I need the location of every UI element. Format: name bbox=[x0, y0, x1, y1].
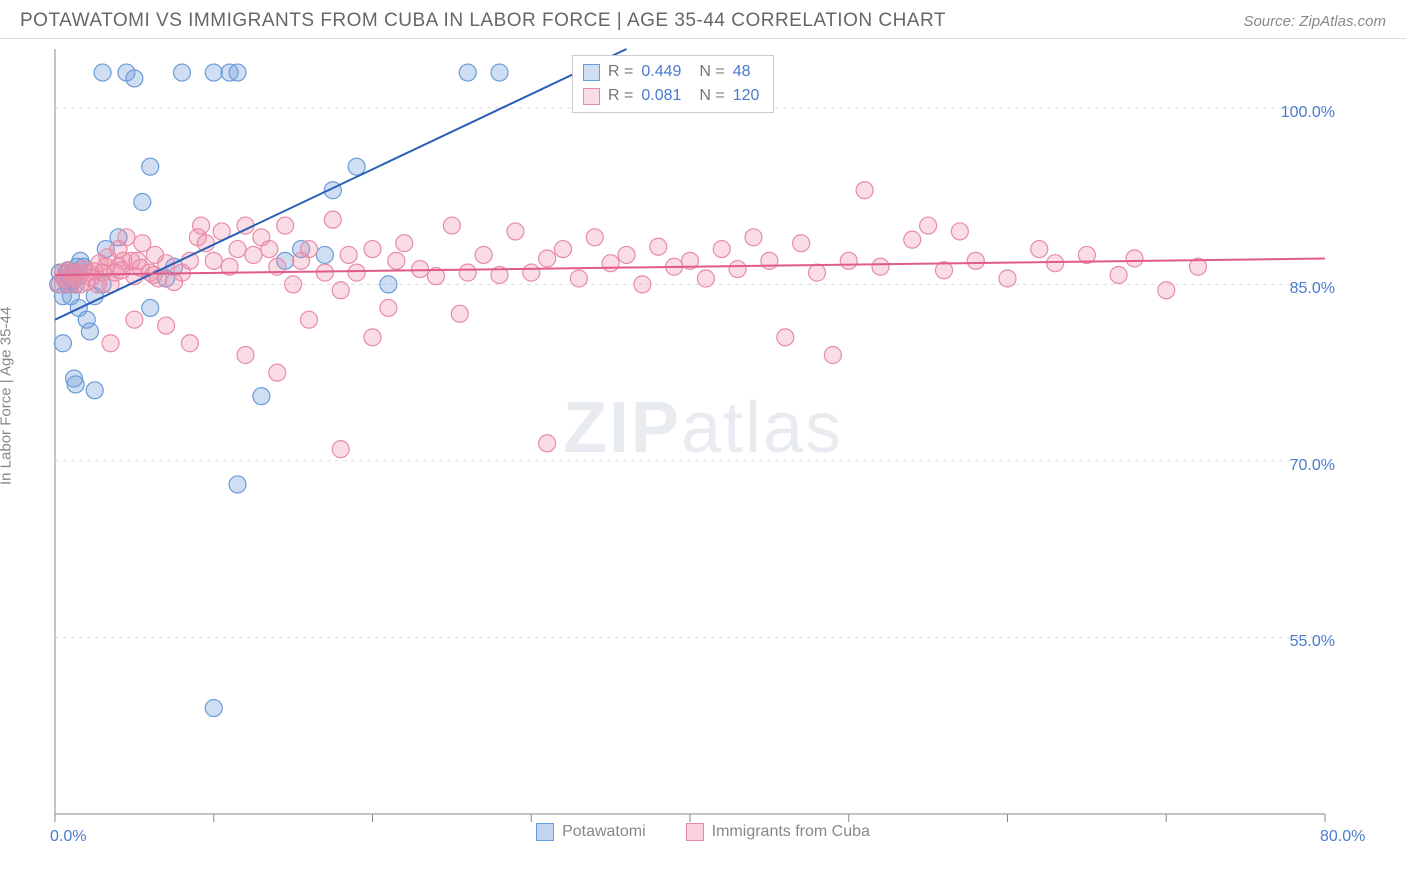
stats-row: R =0.081N =120 bbox=[583, 84, 763, 108]
y-tick-label: 55.0% bbox=[1290, 633, 1335, 651]
y-tick-label: 100.0% bbox=[1281, 104, 1335, 122]
legend-item: Immigrants from Cuba bbox=[686, 823, 870, 841]
y-tick-label: 85.0% bbox=[1290, 280, 1335, 298]
correlation-stats-box: R =0.449N =48R =0.081N =120 bbox=[572, 55, 774, 113]
legend: Potawatomi Immigrants from Cuba bbox=[0, 815, 1406, 849]
x-tick-label: 0.0% bbox=[50, 828, 86, 846]
scatter-plot-svg bbox=[0, 39, 1406, 849]
x-tick-label: 80.0% bbox=[1320, 828, 1365, 846]
y-tick-label: 70.0% bbox=[1290, 457, 1335, 475]
legend-item: Potawatomi bbox=[536, 823, 646, 841]
chart-area: In Labor Force | Age 35-44 ZIPatlas R =0… bbox=[0, 39, 1406, 849]
stats-row: R =0.449N =48 bbox=[583, 60, 763, 84]
chart-title: POTAWATOMI VS IMMIGRANTS FROM CUBA IN LA… bbox=[20, 10, 946, 32]
source-attribution: Source: ZipAtlas.com bbox=[1243, 13, 1386, 30]
